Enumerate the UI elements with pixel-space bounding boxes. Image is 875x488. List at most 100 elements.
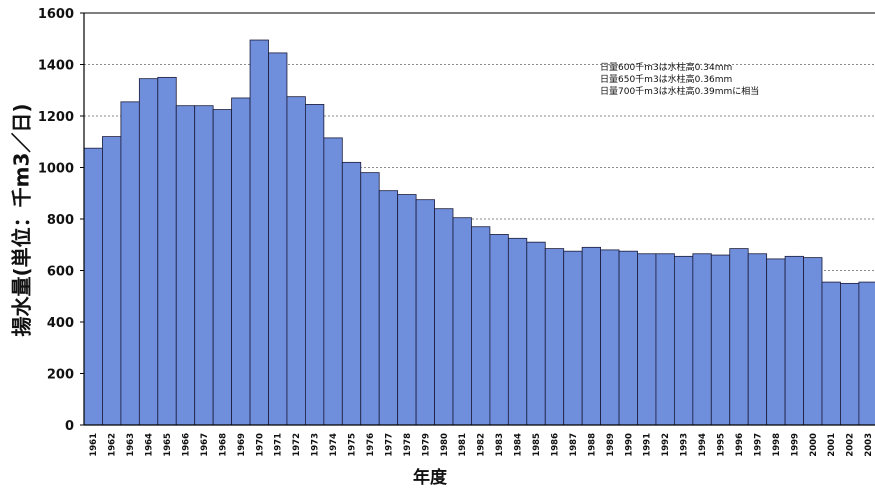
- bar-2001: [821, 281, 841, 426]
- x-tick-label: 1964: [145, 433, 155, 457]
- bar-1980: [434, 208, 454, 426]
- bar-1998: [766, 258, 786, 426]
- bar-1992: [655, 253, 675, 426]
- x-tick-label: 1990: [624, 433, 634, 457]
- bar-1966: [175, 105, 196, 426]
- y-tick-label: 0: [65, 419, 74, 434]
- y-tick-label: 600: [47, 265, 74, 280]
- x-tick-label: 1982: [477, 433, 487, 457]
- x-tick-label: 1992: [661, 433, 671, 457]
- x-tick-label: 1983: [495, 433, 505, 457]
- bar-1978: [397, 194, 417, 426]
- bar-1993: [674, 255, 694, 426]
- bar-1988: [581, 246, 602, 426]
- y-axis-label-container: 揚水量(単位：千m3／日): [0, 0, 40, 430]
- y-tick-label: 1400: [38, 59, 74, 74]
- bar-1970: [249, 39, 269, 426]
- bar-1997: [747, 253, 768, 426]
- x-tick-label: 1961: [89, 433, 99, 457]
- x-tick-label: 1985: [532, 433, 542, 457]
- x-tick-label: 2003: [864, 433, 874, 457]
- x-tick-labels: 1961 1962 1963 1964 1965 1966 1967 1968 1969 1970…: [89, 433, 874, 457]
- bar-1987: [563, 250, 583, 426]
- bar-1975: [341, 161, 362, 426]
- x-tick-label: 1986: [550, 433, 560, 457]
- x-tick-label: 1976: [366, 433, 376, 457]
- y-tick-label: 200: [47, 368, 74, 383]
- bar-1974: [323, 137, 343, 426]
- bar-1973: [304, 104, 325, 426]
- y-tick-label: 400: [47, 316, 74, 331]
- x-tick-label: 1973: [311, 433, 321, 457]
- annotation-line-1: 日量600千m3は水柱高0.34mm: [600, 63, 733, 73]
- x-tick-label: 1972: [292, 433, 302, 457]
- bar-1990: [618, 250, 638, 426]
- bar-1968: [212, 109, 232, 426]
- y-tick-label: 1000: [38, 162, 74, 177]
- x-tick-label: 2000: [809, 433, 819, 457]
- bar-1999: [784, 255, 804, 426]
- bar-1981: [452, 217, 472, 426]
- bar-2002: [840, 282, 860, 426]
- bar-1985: [526, 241, 546, 426]
- x-tick-label: 1993: [680, 433, 690, 457]
- bar-1963: [120, 101, 140, 426]
- x-tick-label: 1994: [698, 433, 708, 457]
- y-tick-label: 1600: [38, 7, 74, 22]
- x-tick-label: 1967: [200, 433, 210, 457]
- x-tick-label: 1999: [790, 433, 800, 457]
- x-axis-label: 年度: [413, 468, 447, 488]
- bar-1982: [471, 226, 491, 426]
- bar-1986: [544, 248, 565, 426]
- bar-1989: [600, 249, 620, 426]
- x-tick-label: 1975: [348, 433, 358, 457]
- x-tick-label: 1977: [384, 433, 394, 457]
- y-tick-label: 1200: [38, 110, 74, 125]
- bar-1994: [692, 253, 712, 426]
- x-tick-label: 1965: [163, 433, 173, 457]
- bar-1984: [507, 237, 528, 426]
- annotation-line-3: 日量700千m3は水柱高0.39mmに相当: [600, 87, 760, 97]
- x-tick-label: 1974: [329, 433, 339, 457]
- bar-1961: [83, 147, 103, 426]
- bar-1977: [378, 190, 399, 426]
- y-tick-label: 800: [47, 213, 74, 228]
- x-tick-label: 1966: [181, 433, 191, 457]
- x-tick-label: 1989: [606, 433, 616, 457]
- x-tick-label: 1991: [643, 433, 653, 457]
- x-tick-label: 1970: [255, 433, 265, 457]
- x-tick-label: 1963: [126, 433, 136, 457]
- bar-1969: [231, 97, 251, 426]
- bar-2000: [803, 257, 823, 426]
- axes: [80, 12, 875, 426]
- bar-1991: [637, 253, 657, 426]
- x-tick-label: 1998: [772, 433, 782, 457]
- annotation-line-2: 日量650千m3は水柱高0.36mm: [600, 75, 733, 85]
- bar-1971: [268, 52, 288, 426]
- x-tick-label: 1968: [218, 433, 228, 457]
- y-tick-labels: 0 200 400 600 800 1000 1200 1400 1600: [38, 7, 74, 434]
- x-tick-label: 1962: [108, 433, 118, 457]
- bar-1976: [360, 172, 380, 426]
- x-tick-label: 1984: [514, 433, 524, 457]
- bar-1972: [286, 96, 306, 426]
- x-tick-label: 1988: [587, 433, 597, 457]
- bar-1965: [157, 76, 177, 426]
- annotation-box: 日量600千m3は水柱高0.34mm 日量650千m3は水柱高0.36mm 日量…: [600, 62, 759, 98]
- x-tick-label: 1995: [717, 433, 727, 457]
- bar-1962: [102, 136, 122, 426]
- x-tick-label: 1997: [753, 433, 763, 457]
- bar-1964: [138, 78, 159, 426]
- x-tick-label: 1971: [274, 433, 284, 457]
- x-tick-label: 1981: [458, 433, 468, 457]
- bar-2003: [858, 281, 875, 426]
- x-tick-label: 1979: [421, 433, 431, 457]
- bar-1996: [729, 248, 749, 426]
- x-tick-label: 1980: [440, 433, 450, 457]
- bar-series: [83, 39, 875, 426]
- x-tick-label: 1996: [735, 433, 745, 457]
- x-tick-label: 2002: [846, 433, 856, 457]
- bar-1983: [489, 234, 509, 426]
- x-tick-label: 2001: [827, 433, 837, 457]
